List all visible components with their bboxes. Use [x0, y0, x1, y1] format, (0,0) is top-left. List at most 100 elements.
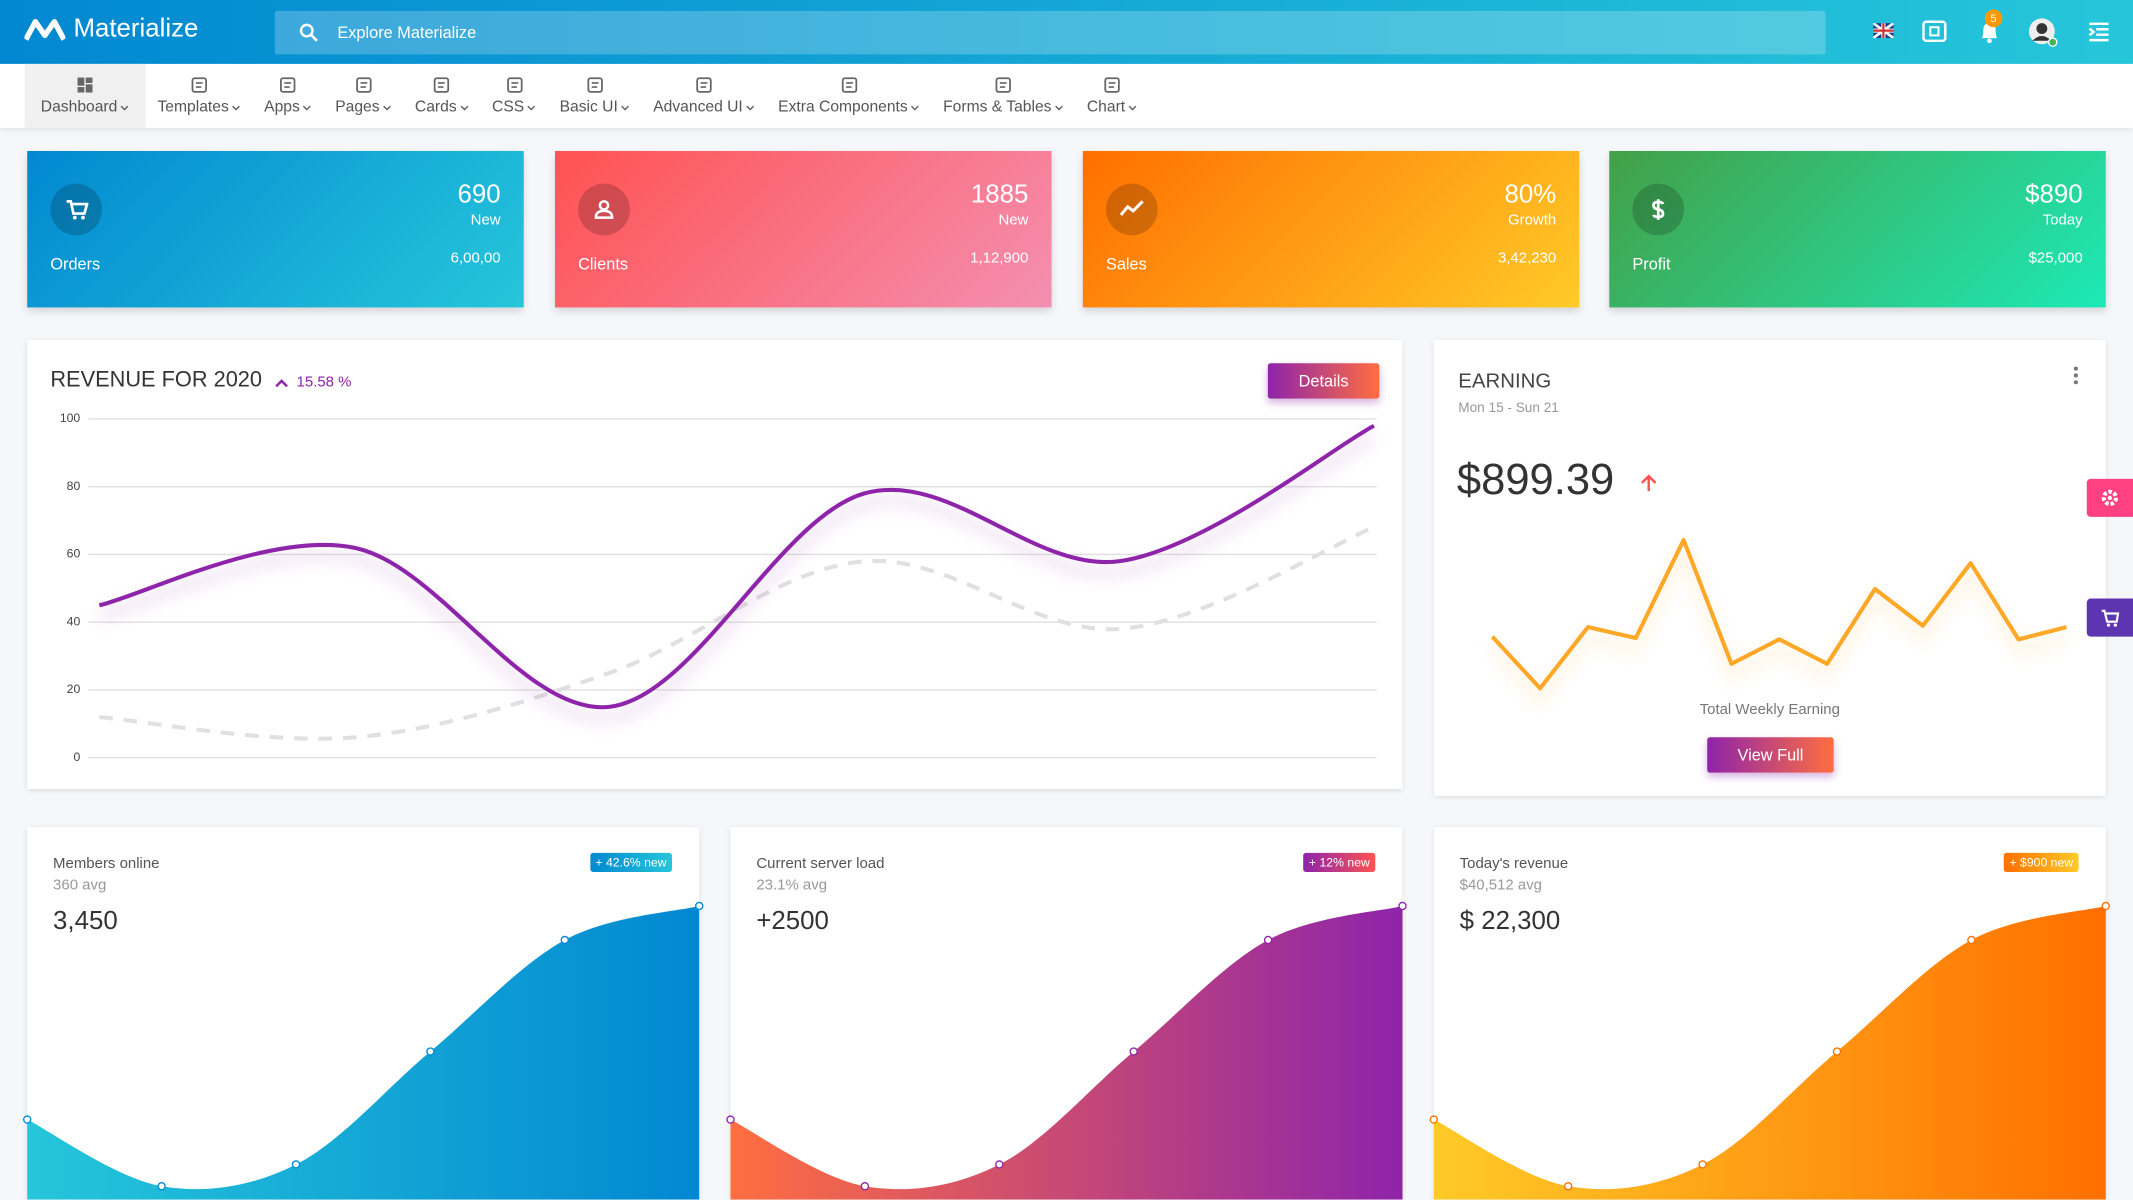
stat-icon — [1105, 183, 1158, 236]
navbar: Materialize Explore Materialize 5 — [0, 0, 2133, 64]
menu-item[interactable]: Apps — [253, 64, 324, 128]
details-button[interactable]: Details — [1267, 363, 1380, 399]
menu-chevron — [382, 104, 392, 111]
menu-item[interactable]: Cards — [403, 64, 480, 128]
stat-caption: Growth — [1507, 212, 1557, 229]
menu-icon — [279, 76, 297, 94]
menu-item[interactable]: Basic UI — [548, 64, 642, 128]
menu-label-row: Extra Components — [778, 99, 920, 116]
earning-footer: Total Weekly Earning — [1699, 701, 1840, 719]
menu-icon-glyph — [434, 77, 450, 93]
cart-icon — [2101, 609, 2120, 627]
menu-label: Templates — [157, 99, 229, 116]
horizontal-menu: Dashboard Templates Apps Pages Cards CSS Basic… — [0, 63, 2133, 128]
settings-button[interactable] — [2086, 478, 2133, 517]
stat-caption: New — [998, 212, 1029, 229]
stat-icon — [1632, 183, 1685, 236]
view-full-button[interactable]: View Full — [1707, 737, 1834, 773]
user-avatar[interactable] — [2028, 18, 2058, 48]
menu-icon-glyph — [587, 77, 603, 93]
menu-label: Cards — [414, 99, 457, 116]
stat-chart-title: Today's revenue — [1459, 855, 1569, 872]
stat-icon-image — [592, 197, 616, 221]
menu-chevron — [232, 104, 242, 111]
menu-item[interactable]: Chart — [1075, 64, 1149, 128]
menu-chevron-glyph — [383, 104, 391, 110]
more-menu[interactable] — [2073, 366, 2078, 385]
stat-card[interactable]: 690 New Orders 6,00,00 — [27, 150, 524, 308]
menu-chevron-glyph — [1128, 104, 1137, 110]
menu-item[interactable]: Templates — [146, 64, 253, 128]
menu-item[interactable]: Pages — [324, 64, 404, 128]
revenue-card: REVENUE FOR 2020 15.58 % Details — [27, 340, 1403, 789]
menu-label-row: Pages — [335, 99, 392, 116]
menu-item[interactable]: Dashboard — [24, 63, 146, 128]
cart-button[interactable] — [2086, 598, 2133, 637]
revenue-change: 15.58 % — [275, 374, 352, 391]
stat-chart-value: 3,450 — [53, 907, 118, 936]
menu-label: Extra Components — [778, 99, 908, 116]
menu-label: Basic UI — [559, 99, 618, 116]
stat-value: 690 — [457, 180, 501, 210]
stat-card[interactable]: $890 Today Profit $25,000 — [1609, 150, 2106, 308]
menu-chevron — [120, 104, 130, 111]
stat-value: 80% — [1504, 180, 1557, 210]
menu-item[interactable]: Extra Components — [767, 64, 932, 128]
menu-item[interactable]: Advanced UI — [642, 64, 767, 128]
stat-icon-image — [1646, 197, 1670, 221]
menu-chevron-glyph — [232, 104, 241, 110]
menu-icon — [1103, 76, 1121, 94]
stat-chart-badge: + 42.6% new — [589, 852, 673, 872]
menu-label-row: Advanced UI — [653, 99, 756, 116]
stat-chart-avg: 360 avg — [53, 877, 107, 894]
stat-icon — [50, 183, 103, 236]
notification-badge: 5 — [1984, 9, 2003, 28]
fullscreen-icon[interactable] — [1922, 20, 1947, 43]
earning-card: EARNING Mon 15 - Sun 21 $899.39 Total We… — [1433, 340, 2106, 796]
menu-label: Dashboard — [40, 99, 118, 116]
menu-label-row: Apps — [264, 99, 312, 116]
search-icon — [299, 23, 318, 42]
earning-title: EARNING — [1458, 370, 1552, 394]
settings-icon — [2101, 489, 2119, 507]
stat-chart-value: $ 22,300 — [1459, 907, 1561, 936]
stat-card[interactable]: 80% Growth Sales 3,42,230 — [1082, 150, 1580, 308]
stat-chart-title: Current server load — [756, 855, 885, 872]
brand-name: Materialize — [73, 14, 199, 44]
earning-amount: $899.39 — [1456, 454, 1615, 504]
stat-caption: New — [470, 212, 501, 229]
menu-label-row: Cards — [414, 99, 469, 116]
stat-total: 1,12,900 — [970, 250, 1029, 267]
menu-icon-glyph — [696, 77, 712, 93]
menu-chevron-glyph — [460, 104, 469, 110]
stat-label: Clients — [578, 254, 629, 274]
menu-icon-glyph — [280, 77, 296, 93]
stat-chart-card: Today's revenue $40,512 avg $ 22,300 + $900… — [1433, 827, 2106, 1200]
menu-item[interactable]: CSS — [480, 64, 548, 128]
menu-label-row: CSS — [492, 99, 536, 116]
stat-label: Sales — [1105, 254, 1147, 274]
menu-chevron — [1128, 104, 1138, 111]
stat-card[interactable]: 1885 New Clients 1,12,900 — [555, 150, 1052, 308]
menu-label: Forms & Tables — [943, 99, 1052, 116]
menu-label-row: Dashboard — [40, 99, 130, 116]
stat-label: Profit — [1632, 254, 1671, 274]
search-bar[interactable]: Explore Materialize — [274, 10, 1826, 55]
stat-label: Orders — [50, 254, 101, 274]
menu-label: CSS — [492, 99, 525, 116]
menu-toggle[interactable] — [2088, 22, 2110, 42]
revenue-change-value: 15.58 % — [296, 374, 352, 391]
language-flag[interactable] — [1873, 23, 1894, 39]
menu-chevron-glyph — [746, 104, 755, 110]
menu-chevron — [746, 104, 756, 111]
menu-icon — [433, 76, 451, 94]
stat-icon-image-glyph — [594, 200, 614, 219]
stat-icon-image — [1119, 197, 1144, 221]
stat-chart-value: +2500 — [756, 907, 829, 936]
menu-icon-glyph — [77, 77, 93, 93]
brand[interactable]: Materialize — [24, 15, 198, 45]
stat-value: $890 — [2025, 180, 2083, 210]
menu-label-row: Basic UI — [559, 99, 631, 116]
menu-item[interactable]: Forms & Tables — [932, 64, 1076, 128]
